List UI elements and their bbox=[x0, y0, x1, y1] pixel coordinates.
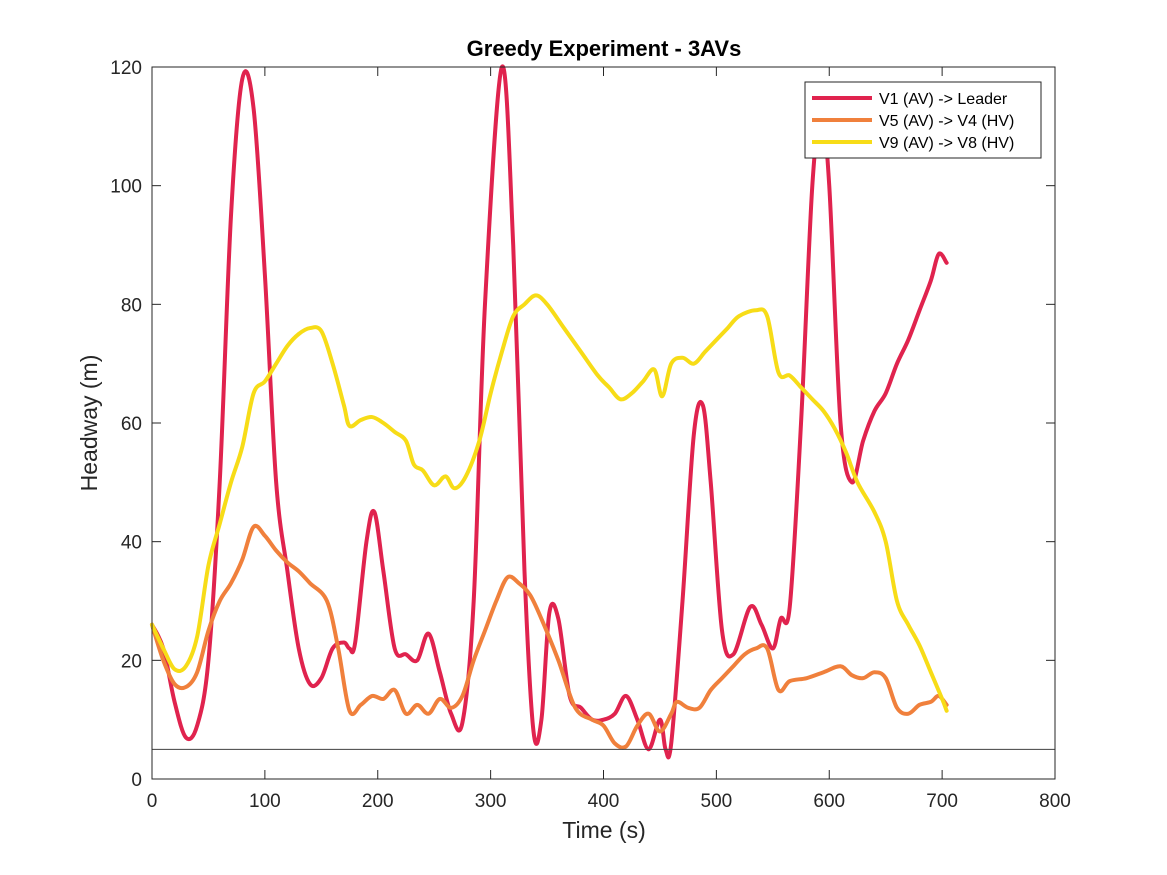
y-tick-label: 80 bbox=[121, 295, 142, 316]
chart-title: Greedy Experiment - 3AVs bbox=[467, 36, 742, 61]
x-tick-label: 800 bbox=[1039, 791, 1071, 812]
x-tick-label: 500 bbox=[701, 791, 733, 812]
y-tick-label: 20 bbox=[121, 651, 142, 672]
x-tick-label: 200 bbox=[362, 791, 394, 812]
series-line-1 bbox=[150, 64, 949, 760]
x-axis-label: Time (s) bbox=[562, 817, 645, 843]
y-tick-label: 60 bbox=[121, 414, 142, 435]
y-tick-label: 0 bbox=[131, 770, 142, 791]
x-tick-label: 400 bbox=[588, 791, 620, 812]
legend-label-3: V9 (AV) -> V8 (HV) bbox=[879, 135, 1014, 152]
series-layer bbox=[150, 64, 949, 760]
x-tick-label: 700 bbox=[926, 791, 958, 812]
axis-ticks: 0 100 200 300 400 500 600 700 800 0 20 40 60 80 100 120 bbox=[110, 58, 1071, 812]
legend-label-2: V5 (AV) -> V4 (HV) bbox=[879, 113, 1014, 130]
y-axis-label: Headway (m) bbox=[76, 355, 102, 492]
x-tick-label: 300 bbox=[475, 791, 507, 812]
y-tick-label: 40 bbox=[121, 533, 142, 554]
x-tick-label: 600 bbox=[813, 791, 845, 812]
series-line-3 bbox=[150, 293, 949, 713]
legend-label-1: V1 (AV) -> Leader bbox=[879, 91, 1008, 108]
x-tick-label: 100 bbox=[249, 791, 281, 812]
plot-area-border bbox=[151, 66, 1056, 780]
axes-frame bbox=[151, 66, 1056, 780]
series-line-2 bbox=[150, 523, 949, 750]
y-tick-label: 120 bbox=[110, 58, 142, 79]
y-tick-label: 100 bbox=[110, 177, 142, 198]
legend: V1 (AV) -> Leader V5 (AV) -> V4 (HV) V9 (A… bbox=[804, 81, 1042, 159]
x-tick-label: 0 bbox=[147, 791, 158, 812]
